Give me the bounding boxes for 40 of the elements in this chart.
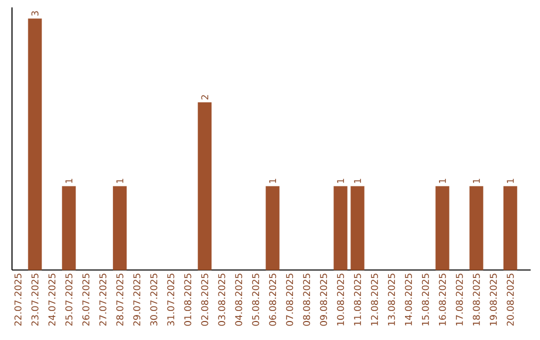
x-tick-label: 12.08.2025 (370, 274, 378, 326)
x-tick-label: 18.08.2025 (472, 274, 480, 326)
data-label: 1 (116, 178, 124, 183)
x-tick-label: 23.07.2025 (31, 274, 38, 326)
x-tick-label: 22.07.2025 (14, 274, 22, 326)
x-tick-label: 04.08.2025 (235, 274, 242, 326)
x-tick-label: 09.08.2025 (320, 274, 328, 326)
x-tick-label: 24.07.2025 (48, 274, 56, 326)
data-label: 1 (472, 178, 480, 183)
x-tick-label: 05.08.2025 (252, 274, 260, 326)
x-tick-label: 07.08.2025 (286, 274, 294, 326)
x-tick-label: 19.08.2025 (490, 274, 497, 326)
data-label: 3 (31, 11, 38, 16)
data-label: 1 (65, 178, 72, 183)
data-label: 1 (438, 178, 446, 183)
x-tick-label: 16.08.2025 (438, 274, 446, 326)
x-tick-label: 02.08.2025 (201, 274, 208, 326)
x-tick-label: 08.08.2025 (303, 274, 310, 326)
data-label: 1 (354, 178, 361, 183)
x-tick-label: 31.07.2025 (167, 274, 174, 326)
x-tick-label: 27.07.2025 (99, 274, 106, 326)
x-tick-label: 14.08.2025 (404, 274, 412, 326)
x-tick-label: 26.07.2025 (82, 274, 90, 326)
x-tick-label: 29.07.2025 (133, 274, 140, 326)
x-tick-label: 10.08.2025 (336, 274, 344, 326)
x-tick-label: 28.07.2025 (116, 274, 124, 326)
x-tick-label: 11.08.2025 (354, 274, 362, 326)
x-tick-label: 03.08.2025 (218, 274, 226, 326)
x-tick-label: 06.08.2025 (269, 274, 276, 326)
x-tick-label: 20.08.2025 (506, 274, 514, 326)
data-label: 2 (201, 95, 208, 100)
data-label: 1 (269, 178, 276, 183)
x-tick-label: 25.07.2025 (65, 274, 72, 326)
x-tick-label: 15.08.2025 (422, 274, 429, 326)
x-tick-label: 13.08.2025 (388, 274, 395, 326)
data-label: 1 (337, 178, 344, 183)
x-tick-label: 17.08.2025 (456, 274, 463, 326)
data-label: 1 (506, 178, 514, 183)
x-tick-label: 01.08.2025 (184, 274, 192, 326)
x-tick-label: 30.07.2025 (150, 274, 158, 326)
